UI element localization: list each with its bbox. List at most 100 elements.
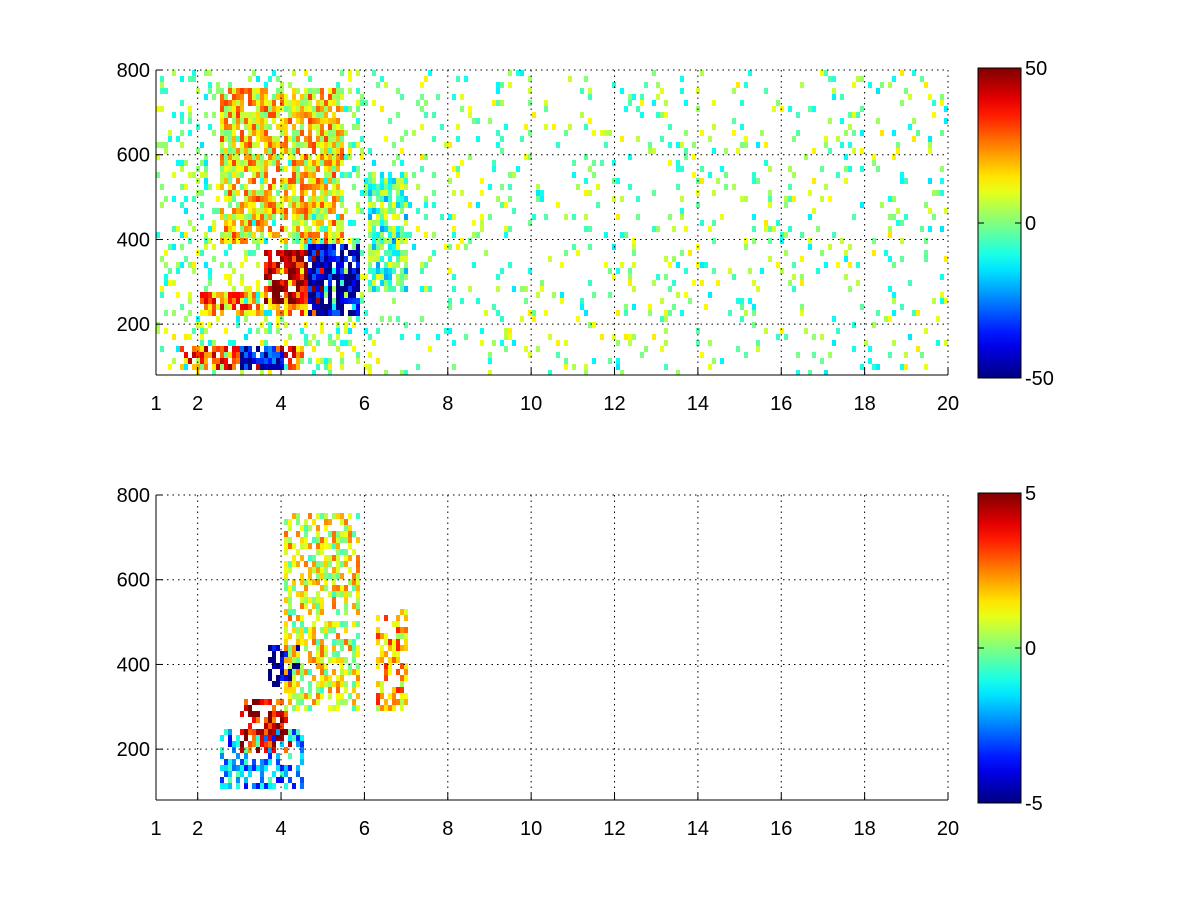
heatmap-cell: [828, 352, 832, 358]
heatmap-cell: [304, 280, 308, 286]
heatmap-cell: [256, 76, 260, 82]
heatmap-cell: [432, 112, 436, 118]
heatmap-cell: [260, 370, 264, 375]
heatmap-cell: [940, 166, 944, 172]
heatmap-cell: [256, 106, 260, 112]
heatmap-cell: [352, 256, 356, 262]
heatmap-cell: [440, 124, 444, 130]
heatmap-cell: [292, 166, 296, 172]
heatmap-cell: [160, 202, 164, 208]
heatmap-cell: [220, 160, 224, 166]
heatmap-cell: [784, 334, 788, 340]
heatmap-cell: [396, 238, 400, 244]
heatmap-cell: [860, 166, 864, 172]
heatmap-cell: [312, 232, 316, 238]
heatmap-cell: [388, 280, 392, 286]
heatmap-cell: [300, 154, 304, 160]
heatmap-cell: [660, 346, 664, 352]
heatmap-cell: [356, 244, 360, 250]
heatmap-cell: [316, 681, 320, 687]
heatmap-cell: [292, 106, 296, 112]
heatmap-cell: [156, 142, 160, 148]
heatmap-cell: [244, 699, 248, 705]
heatmap-cell: [380, 280, 384, 286]
heatmap-cell: [292, 268, 296, 274]
heatmap-cell: [268, 202, 272, 208]
heatmap-cell: [396, 112, 400, 118]
heatmap-cell: [272, 771, 276, 777]
heatmap-cell: [224, 190, 228, 196]
heatmap-cell: [336, 82, 340, 88]
heatmap-cell: [300, 777, 304, 783]
heatmap-cell: [216, 82, 220, 88]
heatmap-cell: [460, 94, 464, 100]
heatmap-cell: [460, 106, 464, 112]
heatmap-cell: [340, 226, 344, 232]
heatmap-cell: [232, 154, 236, 160]
heatmap-cell: [380, 633, 384, 639]
heatmap-cell: [432, 136, 436, 142]
heatmap-cell: [356, 513, 360, 519]
heatmap-cell: [320, 681, 324, 687]
heatmap-cell: [308, 244, 312, 250]
heatmap-cell: [612, 178, 616, 184]
heatmap-cell: [284, 196, 288, 202]
heatmap-cell: [236, 352, 240, 358]
heatmap-cell: [260, 136, 264, 142]
heatmap-cell: [400, 274, 404, 280]
heatmap-cell: [224, 783, 228, 789]
heatmap-cell: [328, 202, 332, 208]
heatmap-cell: [836, 136, 840, 142]
heatmap-cell: [376, 220, 380, 226]
heatmap-cell: [664, 364, 668, 370]
heatmap-cell: [636, 214, 640, 220]
heatmap-cell: [280, 771, 284, 777]
heatmap-cell: [292, 693, 296, 699]
heatmap-cell: [264, 340, 268, 346]
heatmap-cell: [336, 561, 340, 567]
heatmap-cell: [420, 154, 424, 160]
heatmap-cell: [332, 573, 336, 579]
heatmap-cell: [288, 100, 292, 106]
heatmap-cell: [272, 663, 276, 669]
heatmap-cell: [288, 106, 292, 112]
heatmap-cell: [248, 771, 252, 777]
heatmap-cell: [284, 280, 288, 286]
heatmap-cell: [156, 106, 160, 112]
heatmap-cell: [424, 262, 428, 268]
heatmap-cell: [652, 280, 656, 286]
heatmap-cell: [288, 178, 292, 184]
heatmap-cell: [332, 208, 336, 214]
heatmap-cell: [340, 352, 344, 358]
heatmap-cell: [320, 190, 324, 196]
heatmap-cell: [284, 633, 288, 639]
heatmap-cell: [668, 124, 672, 130]
heatmap-cell: [624, 106, 628, 112]
heatmap-cell: [280, 268, 284, 274]
heatmap-cell: [340, 513, 344, 519]
heatmap-cell: [332, 202, 336, 208]
heatmap-cell: [392, 208, 396, 214]
heatmap-cell: [284, 304, 288, 310]
heatmap-cell: [756, 340, 760, 346]
heatmap-cell: [692, 280, 696, 286]
heatmap-cell: [244, 202, 248, 208]
heatmap-cell: [372, 238, 376, 244]
heatmap-cell: [216, 304, 220, 310]
heatmap-cell: [872, 154, 876, 160]
heatmap-cell: [400, 202, 404, 208]
heatmap-cell: [316, 537, 320, 543]
heatmap-cell: [280, 202, 284, 208]
heatmap-cell: [652, 148, 656, 154]
heatmap-cell: [332, 154, 336, 160]
heatmap-cell: [244, 124, 248, 130]
heatmap-cell: [344, 627, 348, 633]
heatmap-cell: [352, 274, 356, 280]
heatmap-cell: [900, 256, 904, 262]
heatmap-cell: [312, 148, 316, 154]
heatmap-cell: [500, 268, 504, 274]
heatmap-cell: [372, 160, 376, 166]
heatmap-cell: [280, 100, 284, 106]
heatmap-cell: [248, 166, 252, 172]
heatmap-cell: [340, 94, 344, 100]
